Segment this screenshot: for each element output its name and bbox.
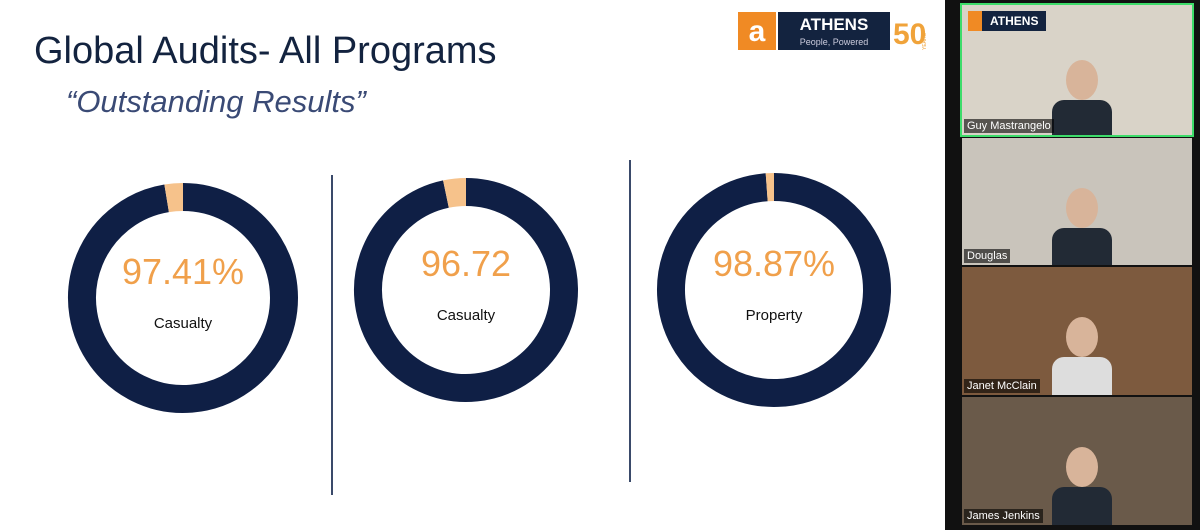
video-feed	[1052, 188, 1112, 265]
donut-value: 97.41%	[122, 251, 244, 292]
donut-charts: 97.41% Casualty 96.72 Casualty 98.87% Propert…	[68, 173, 891, 413]
donut-label: Casualty	[154, 315, 213, 332]
donut-value: 98.87%	[713, 243, 835, 284]
divider	[331, 175, 333, 495]
donut-label: Casualty	[437, 307, 496, 324]
anniversary-unit: YEARS	[922, 32, 928, 50]
donut-segment	[657, 173, 891, 407]
donut-segment	[443, 178, 467, 208]
slide-title: Global Audits- All Programs	[34, 30, 497, 72]
video-tile[interactable]: James Jenkins	[962, 397, 1192, 525]
slide: Global Audits- All Programs “Outstanding…	[0, 0, 945, 530]
brand: ATHENS	[800, 15, 869, 34]
video-tile[interactable]: Janet McClain	[962, 267, 1192, 395]
badge: ATHENS	[968, 11, 1047, 31]
video-feed	[1052, 447, 1112, 525]
donut-label: Property	[746, 307, 803, 324]
slide-subtitle: “Outstanding Results”	[66, 84, 366, 119]
logo: a ATHENS People, Powered 50 YEARS	[738, 12, 928, 51]
divider	[629, 160, 631, 482]
donut-segment	[354, 178, 578, 402]
participant-name: Guy Mastrangelo	[964, 119, 1054, 133]
video-feed	[1052, 317, 1112, 395]
donut-value: 96.72	[421, 243, 511, 284]
participant-name: Janet McClain	[964, 379, 1040, 393]
donut-segment	[68, 183, 298, 413]
video-feed	[1052, 60, 1112, 135]
participant-name: Douglas	[964, 249, 1011, 263]
tagline: People, Powered	[800, 37, 869, 47]
anniversary: 50	[893, 18, 926, 51]
participant-name: James Jenkins	[964, 509, 1043, 523]
donut-segment	[164, 183, 184, 213]
svg-text:a: a	[749, 15, 766, 48]
video-tile[interactable]: Douglas	[962, 138, 1192, 265]
video-tile[interactable]: ATHENS Guy Mastrangelo	[960, 3, 1194, 137]
